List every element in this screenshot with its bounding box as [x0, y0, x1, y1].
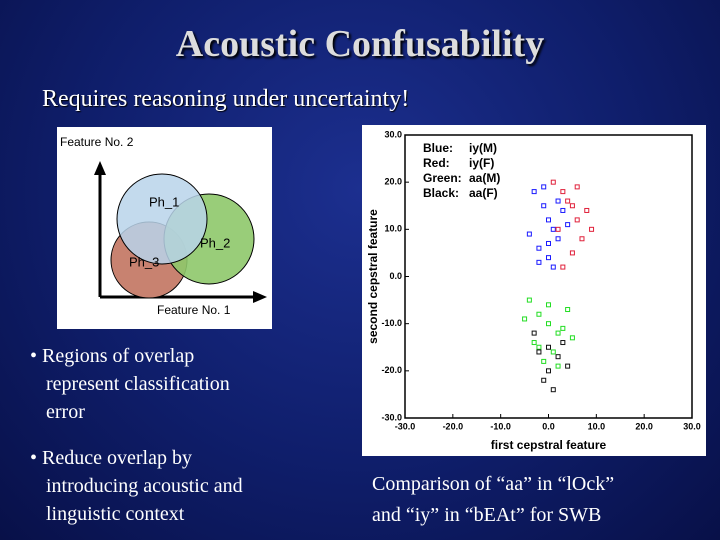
- point: [555, 363, 561, 369]
- point: [541, 184, 547, 190]
- y-tick-label: 20.0: [384, 177, 402, 187]
- subtitle: Requires reasoning under uncertainty!: [42, 86, 410, 112]
- point: [536, 311, 542, 317]
- point: [569, 250, 575, 256]
- bullet-line: • Regions of overlap: [30, 345, 195, 367]
- point: [555, 226, 561, 232]
- region: [116, 173, 208, 265]
- point: [526, 297, 532, 303]
- arrow: [253, 291, 267, 303]
- x-tick-label: -20.0: [443, 421, 464, 431]
- legend-label: iy(F): [469, 156, 494, 170]
- x-axis-label: first cepstral feature: [491, 438, 607, 452]
- point: [560, 325, 566, 331]
- point: [536, 259, 542, 265]
- point: [589, 226, 595, 232]
- scatter-chart: 30.0 20.0 10.0 0.0 -10.0 -20.0 -30.0-30.0 -20.0…: [362, 125, 706, 456]
- point: [546, 368, 551, 374]
- title: Acoustic Confusability: [175, 23, 545, 65]
- x-tick-label: -30.0: [395, 421, 416, 431]
- point: [531, 340, 537, 346]
- point: [569, 335, 575, 341]
- point: [536, 245, 542, 251]
- point: [546, 255, 551, 261]
- y-tick-label: -10.0: [381, 318, 402, 328]
- point: [546, 344, 551, 350]
- point: [579, 236, 585, 242]
- caption-line: and “iy” in “bEAt” for SWB: [372, 504, 602, 526]
- caption: Comparison of “aa” in “lOck” and “iy” in…: [372, 469, 614, 531]
- point: [541, 203, 547, 209]
- point: [531, 330, 537, 336]
- point: [560, 207, 566, 213]
- axis-label: Feature No. 1: [157, 303, 231, 317]
- point: [526, 231, 532, 237]
- point: [555, 198, 561, 204]
- point: [546, 302, 551, 308]
- bullet-line: error: [46, 401, 85, 423]
- point: [560, 264, 566, 270]
- point: [536, 344, 542, 350]
- point: [531, 189, 537, 195]
- y-tick-label: 30.0: [384, 129, 402, 139]
- x-tick-label: -10.0: [490, 421, 511, 431]
- point: [555, 354, 561, 360]
- point: [574, 217, 580, 223]
- point: [550, 349, 556, 355]
- bullet-line: linguistic context: [46, 503, 185, 525]
- x-tick-label: 20.0: [635, 421, 653, 431]
- chart-bg: [362, 125, 706, 456]
- point: [550, 179, 556, 185]
- region-label: Ph_1: [149, 194, 179, 209]
- legend-label: iy(M): [469, 141, 497, 155]
- point: [550, 226, 556, 232]
- axis-label: Feature No. 2: [60, 135, 134, 149]
- point: [541, 358, 547, 364]
- y-axis-label: second cepstral feature: [366, 209, 380, 344]
- point: [565, 307, 571, 313]
- legend-color: Black:: [423, 186, 459, 200]
- region-label: Ph_3: [129, 254, 159, 269]
- arrow: [94, 161, 106, 175]
- bullet: • Regions of overlap represent classific…: [30, 342, 230, 426]
- legend-label: aa(F): [469, 186, 498, 200]
- point: [546, 217, 551, 223]
- point: [560, 189, 566, 195]
- point: [569, 203, 575, 209]
- point: [546, 321, 551, 327]
- point: [574, 184, 580, 190]
- legend-color: Green:: [423, 171, 462, 185]
- legend-color: Red:: [423, 156, 450, 170]
- point: [541, 377, 547, 383]
- point: [560, 340, 566, 346]
- point: [584, 207, 590, 213]
- bullet-line: • Reduce overlap by: [30, 447, 192, 469]
- point: [555, 330, 561, 336]
- y-tick-label: -30.0: [381, 412, 402, 422]
- point: [522, 316, 528, 322]
- x-tick-label: 0.0: [542, 421, 555, 431]
- point: [550, 387, 556, 393]
- bullet: • Reduce overlap by introducing acoustic…: [30, 444, 243, 528]
- point: [565, 222, 571, 228]
- point: [550, 264, 556, 270]
- legend-color: Blue:: [423, 141, 453, 155]
- point: [546, 240, 551, 246]
- bullet-line: represent classification: [46, 373, 230, 395]
- x-tick-label: 10.0: [588, 421, 606, 431]
- region-label: Ph_2: [200, 235, 230, 250]
- venn-diagram: Feature No. 2 Feature No. 1 Ph_1 Ph_2 Ph…: [57, 127, 272, 329]
- point: [536, 349, 542, 355]
- y-tick-label: 10.0: [384, 224, 402, 234]
- point: [565, 363, 571, 369]
- x-tick-label: 30.0: [683, 421, 701, 431]
- y-tick-label: -20.0: [381, 365, 402, 375]
- point: [565, 198, 571, 204]
- bullet-line: introducing acoustic and: [46, 475, 243, 497]
- caption-line: Comparison of “aa” in “lOck”: [372, 473, 615, 495]
- legend-label: aa(M): [469, 171, 500, 185]
- point: [555, 236, 561, 242]
- y-tick-label: 0.0: [389, 271, 402, 281]
